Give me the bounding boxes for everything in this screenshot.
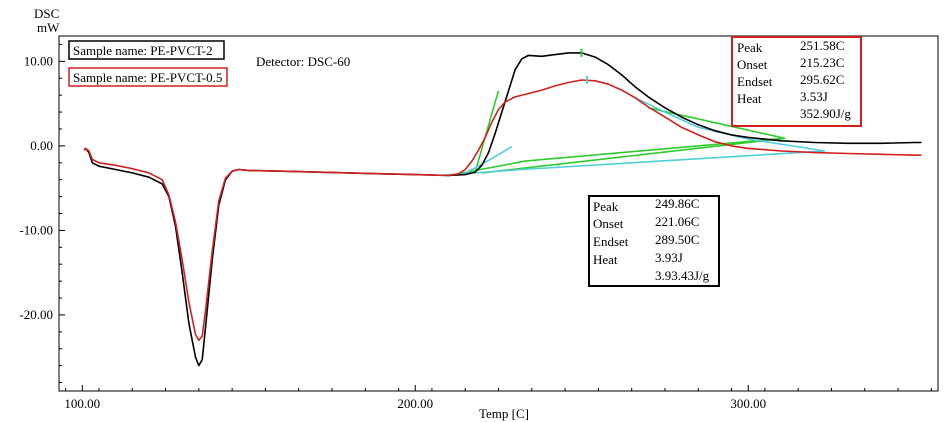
annotation-black-label: Endset [593, 234, 629, 249]
annotation-black-label: Onset [593, 216, 624, 231]
annotation-black: Peak 249.86C Onset 221.06C Endset 289.50… [588, 195, 720, 287]
legend: Sample name: PE-PVCT-2 Sample name: PE-P… [68, 40, 228, 87]
annotation-black-value: 221.06C [655, 214, 699, 229]
annotation-red-label: Heat [737, 91, 762, 106]
x-axis-label: Temp [C] [479, 406, 529, 421]
x-axis-ticks: 100.00 200.00 300.00 [64, 385, 932, 411]
annotation-red: Peak 251.58C Onset 215.23C Endset 295.62… [731, 36, 862, 127]
annotation-red-value: 215.23C [800, 55, 844, 70]
analysis-line [438, 150, 825, 177]
series-line [83, 52, 922, 367]
series-group [83, 52, 922, 367]
annotation-red-value: 295.62C [800, 72, 844, 87]
annotation-red-value: 251.58C [800, 38, 844, 53]
annotation-red-value: 3.53J [800, 89, 828, 104]
annotation-black-box [588, 195, 720, 287]
x-tick-label: 300.00 [730, 396, 766, 411]
annotation-red-label: Endset [737, 74, 773, 89]
y-tick-label: 10.00 [24, 53, 53, 68]
analysis-line [481, 137, 785, 174]
annotation-black-value: 3.93.43J/g [655, 268, 710, 283]
legend-label-red: Sample name: PE-PVCT-0.5 [73, 70, 222, 85]
analysis-line [448, 107, 785, 177]
detector-label: Detector: DSC-60 [256, 54, 350, 69]
annotation-red-box [731, 36, 862, 127]
x-tick-label: 200.00 [397, 396, 433, 411]
y-tick-label: 0.00 [30, 138, 53, 153]
annotation-black-label: Peak [593, 199, 619, 214]
peak-markers [580, 48, 589, 84]
annotation-black-value: 249.86C [655, 196, 699, 211]
legend-label-black: Sample name: PE-PVCT-2 [73, 43, 213, 58]
y-axis-unit: mW [37, 20, 60, 35]
y-tick-label: -20.00 [19, 307, 53, 322]
x-tick-label: 100.00 [64, 396, 100, 411]
annotation-black-value: 289.50C [655, 232, 699, 247]
annotation-black-label: Heat [593, 252, 618, 267]
analysis-line [474, 90, 500, 173]
analysis-line [634, 96, 825, 152]
annotation-red-label: Peak [737, 40, 763, 55]
y-axis-label: DSC [34, 6, 59, 21]
y-axis-ticks: 10.00 0.00 -10.00 -20.00 [19, 43, 65, 384]
series-line [83, 79, 922, 342]
legend-box-black [68, 40, 225, 60]
legend-box-red [68, 67, 228, 87]
y-tick-label: -10.00 [19, 222, 53, 237]
annotation-black-value: 3.93J [655, 250, 683, 265]
annotation-red-value: 352.90J/g [800, 106, 851, 121]
annotation-red-label: Onset [737, 57, 768, 72]
